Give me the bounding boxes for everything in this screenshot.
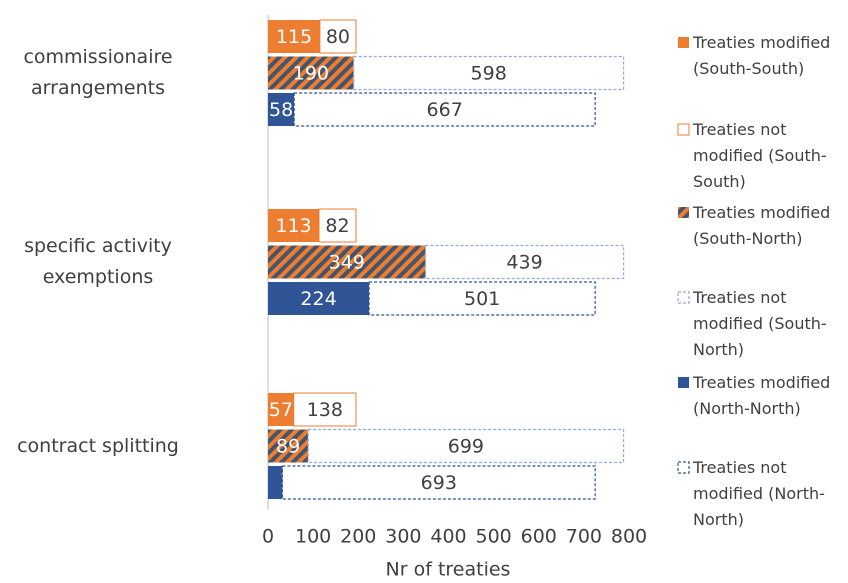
x-tick-label: 600 [521, 526, 557, 548]
legend-swatch [677, 123, 690, 136]
legend-label: Treaties modified (South-South) [693, 33, 831, 78]
bar-segment [307, 428, 625, 464]
data-label: 58 [269, 99, 293, 121]
data-label: 349 [329, 252, 365, 274]
category-label: specific activity exemptions [24, 235, 172, 288]
data-label: 115 [276, 26, 312, 48]
x-tick-label: 700 [566, 526, 602, 548]
x-tick-label: 400 [430, 526, 466, 548]
category-label: commissionaire arrangements [23, 46, 173, 99]
data-label: 82 [325, 215, 349, 237]
bar-segment [268, 93, 295, 126]
bar-segment [293, 392, 357, 427]
data-label: 190 [293, 63, 329, 85]
bar-segment [268, 20, 320, 53]
data-label: 501 [464, 288, 500, 310]
bar-segment [319, 19, 357, 54]
legend-swatch [678, 207, 689, 218]
bar-segment [268, 429, 309, 463]
legend-swatch [678, 37, 689, 48]
bar-segment [353, 55, 625, 91]
data-label: 113 [275, 215, 311, 237]
x-tick-label: 100 [295, 526, 331, 548]
legend-label: Treaties not modified (North-North) [693, 458, 825, 529]
x-tick-label: 200 [340, 526, 376, 548]
bar-segment [268, 393, 294, 426]
legend-swatch [677, 291, 690, 304]
bar-segment [268, 56, 354, 90]
data-label: 598 [471, 63, 507, 85]
data-label: 693 [421, 472, 457, 494]
legend-label: Treaties modified (South-North) [693, 203, 831, 248]
x-tick-label: 300 [385, 526, 421, 548]
data-label: 224 [300, 288, 336, 310]
bar-segment [293, 92, 596, 127]
data-label: 138 [307, 399, 343, 421]
bar-segment [424, 244, 625, 280]
bar-segment [318, 208, 357, 243]
bar-segment [268, 245, 426, 279]
bar-segment [268, 209, 319, 242]
x-tick-label: 0 [262, 526, 274, 548]
data-label: 667 [427, 99, 463, 121]
category-label: contract splitting [17, 434, 179, 457]
legend-label: Treaties not modified (South-North) [693, 288, 827, 359]
x-axis-label: Nr of treaties [386, 559, 511, 581]
x-tick-label: 800 [611, 526, 647, 548]
data-label: 80 [326, 26, 350, 48]
bar-segment [268, 466, 283, 499]
data-label: 57 [269, 399, 293, 421]
bar-segment [368, 281, 596, 316]
legend-swatch [678, 377, 689, 388]
legend-label: Treaties modified (North-North) [693, 373, 831, 418]
bar-segment [281, 465, 596, 500]
bar-segment [268, 282, 370, 315]
legend-swatch [677, 461, 690, 474]
data-label: 699 [448, 436, 484, 458]
data-label: 89 [276, 436, 300, 458]
legend-label: Treaties not modified (South-South) [693, 120, 827, 191]
data-label: 439 [506, 252, 542, 274]
x-tick-label: 500 [475, 526, 511, 548]
